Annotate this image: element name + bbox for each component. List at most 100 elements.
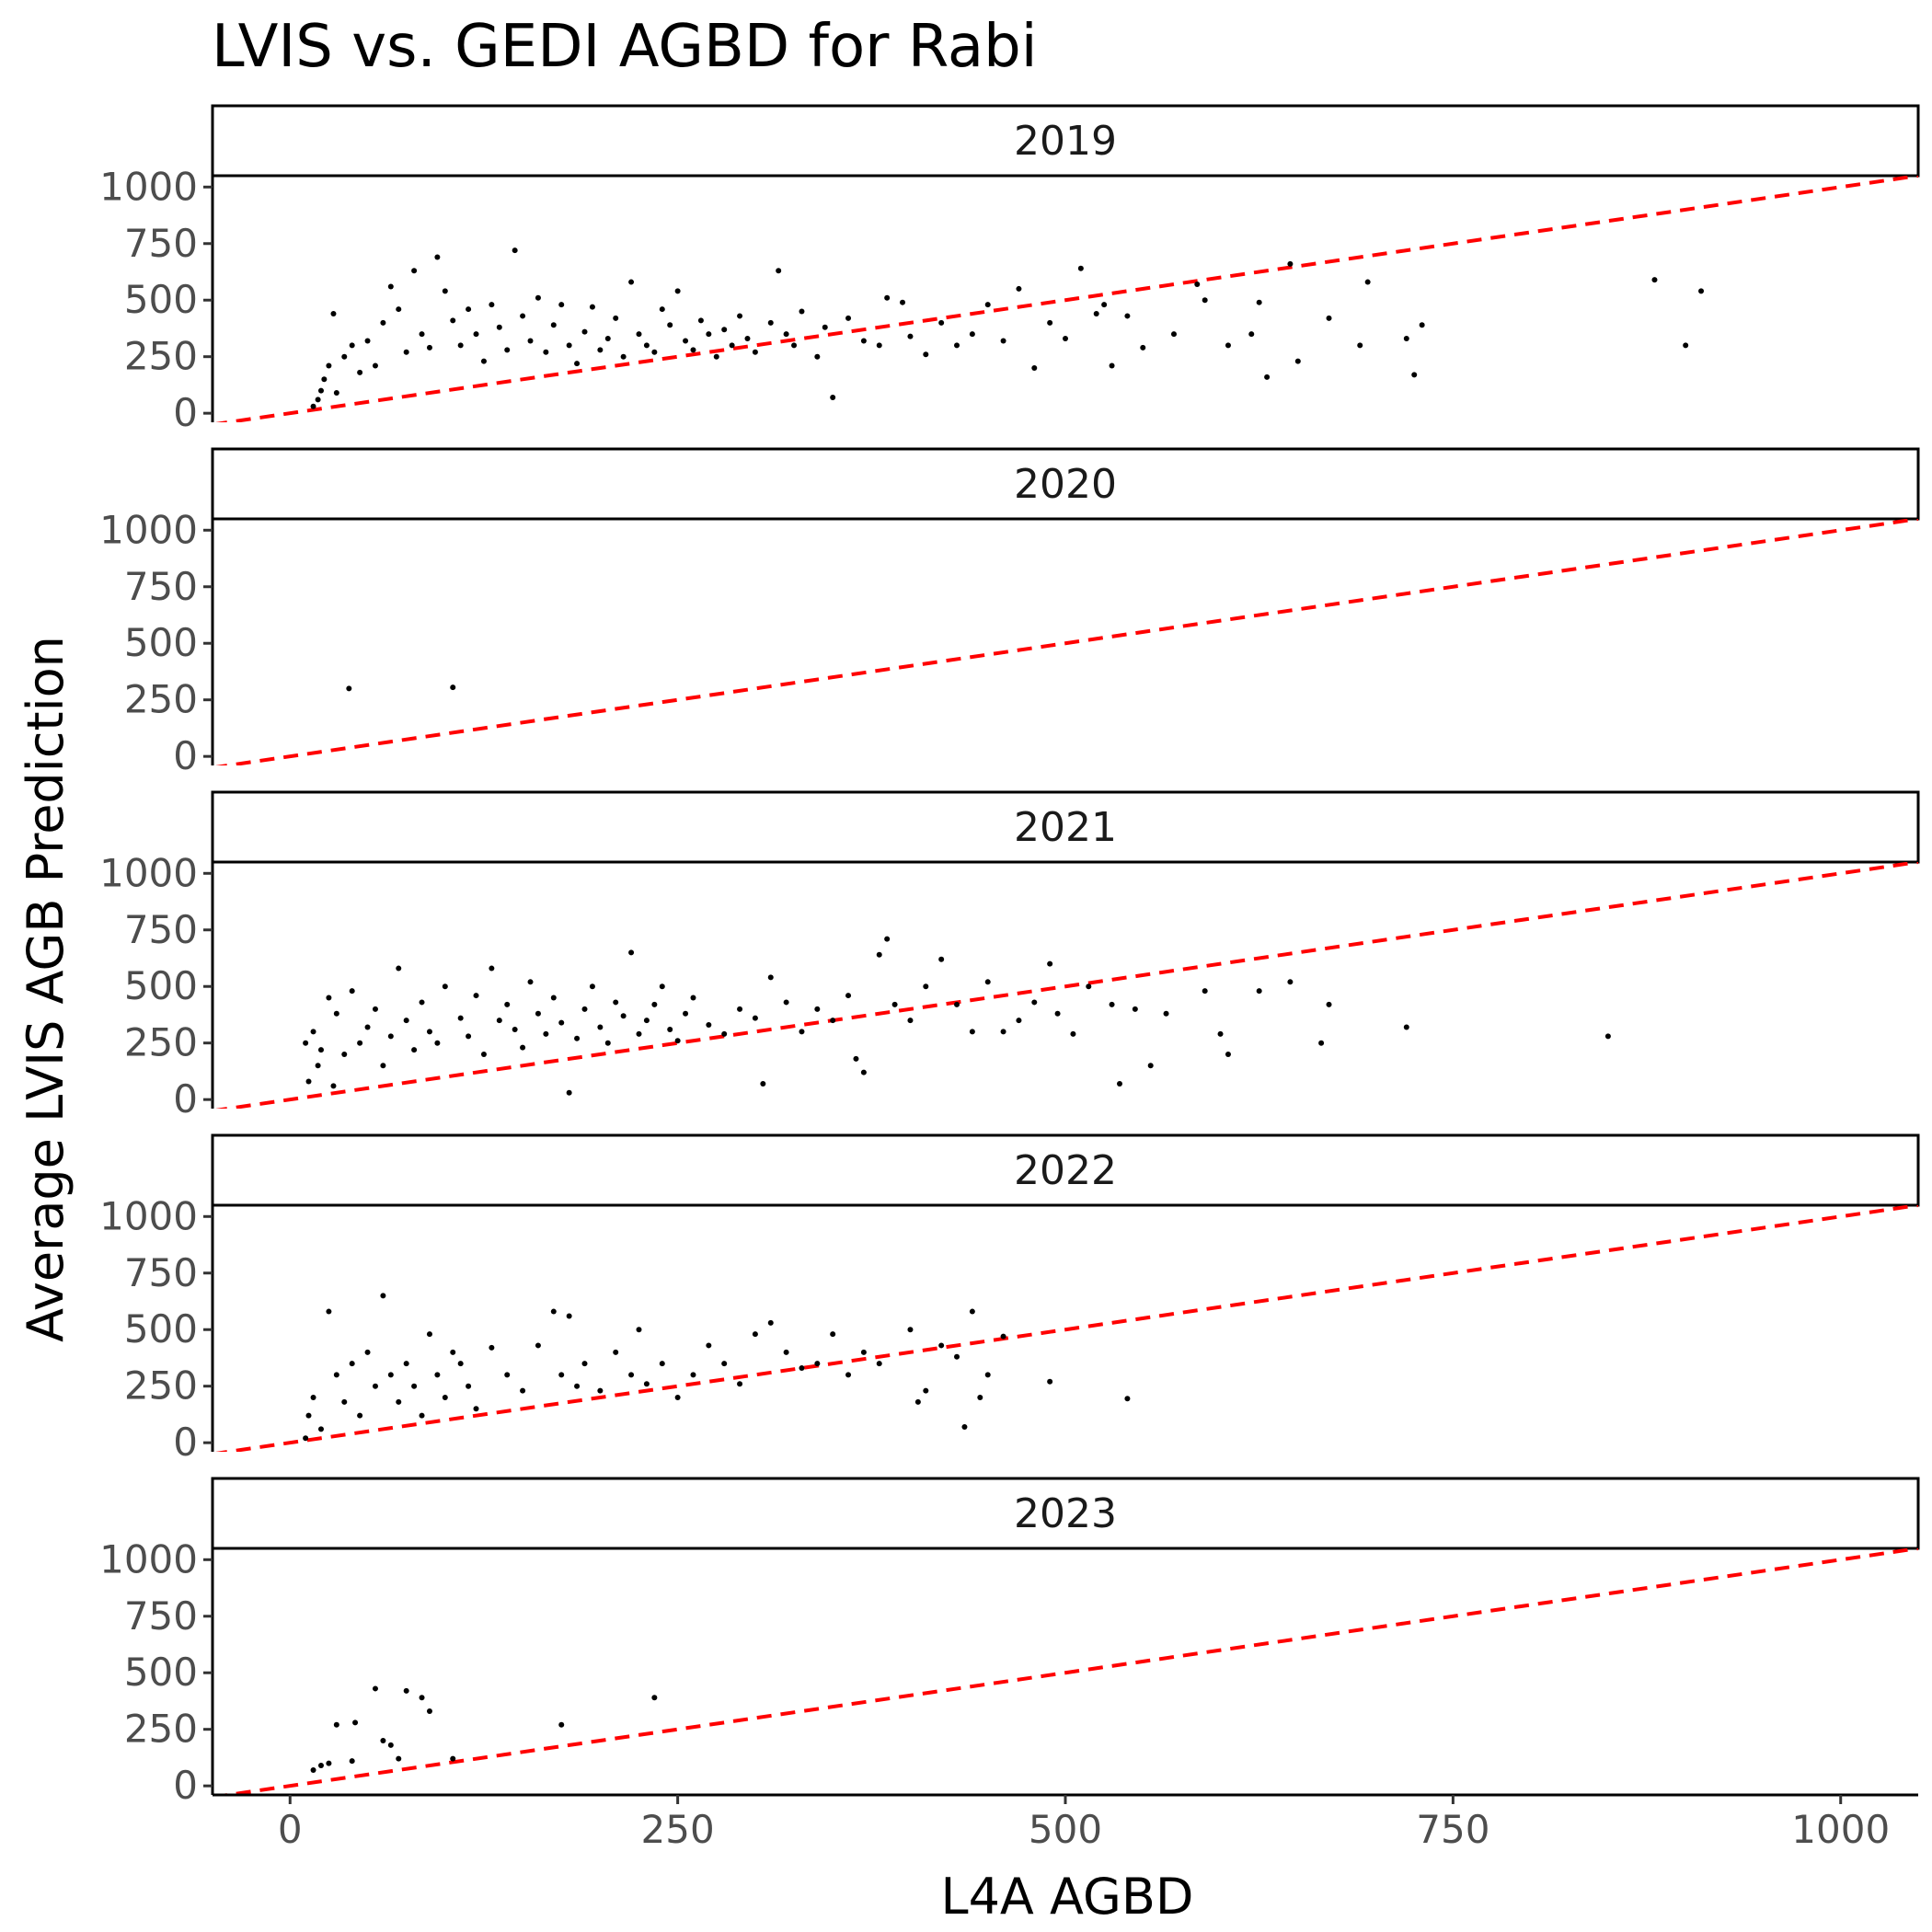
data-point <box>884 294 891 301</box>
strip-2021 <box>211 790 1920 864</box>
data-point <box>1147 1063 1154 1069</box>
data-point <box>1287 260 1294 267</box>
data-point <box>380 1293 386 1299</box>
data-point <box>1202 988 1208 995</box>
data-point <box>1116 1080 1122 1087</box>
data-point <box>604 336 611 342</box>
data-point <box>341 1051 348 1057</box>
y-tick-label: 1000 <box>99 164 198 209</box>
data-point <box>396 1755 402 1762</box>
data-point <box>752 1015 758 1021</box>
data-point <box>480 358 487 364</box>
data-point <box>1287 979 1294 985</box>
data-point <box>690 1372 696 1378</box>
data-point <box>581 1361 588 1367</box>
y-tick-label: 0 <box>173 1763 198 1808</box>
reference-line <box>214 519 1918 765</box>
data-point <box>713 353 719 360</box>
data-point <box>767 319 774 326</box>
data-point <box>760 1080 766 1087</box>
data-point <box>791 342 798 349</box>
data-point <box>504 1372 511 1378</box>
x-tick-label: 500 <box>1029 1807 1102 1852</box>
y-tick-label: 750 <box>124 1250 198 1295</box>
data-point <box>984 979 991 985</box>
data-point <box>674 1038 681 1044</box>
data-point <box>690 347 696 353</box>
data-point <box>1124 313 1131 319</box>
data-point <box>651 1001 658 1007</box>
data-point <box>419 1695 425 1701</box>
data-point <box>1063 336 1068 342</box>
data-point <box>380 1737 386 1743</box>
data-point <box>845 315 852 321</box>
data-point <box>357 369 363 375</box>
data-point <box>1054 1010 1061 1017</box>
data-point <box>1124 1396 1131 1402</box>
data-point <box>597 347 604 353</box>
x-tick-label: 250 <box>641 1807 715 1852</box>
panel-2023: 2023 0 250 500 750 1000 <box>99 1477 1920 1808</box>
data-point <box>767 1319 774 1326</box>
data-point <box>1217 1030 1224 1037</box>
data-point <box>450 317 456 324</box>
data-point <box>1101 302 1108 308</box>
data-point <box>558 302 565 308</box>
reference-line <box>214 176 1918 422</box>
y-tick-label: 500 <box>124 963 198 1008</box>
data-point <box>303 1435 309 1442</box>
data-point <box>574 361 581 367</box>
data-point <box>674 288 681 294</box>
data-point <box>830 1018 836 1024</box>
y-tick-label: 1000 <box>99 507 198 552</box>
data-point <box>558 1019 565 1026</box>
data-point <box>321 376 328 383</box>
y-tick-label: 500 <box>124 1306 198 1351</box>
data-point <box>317 1426 324 1432</box>
data-point <box>434 1040 441 1046</box>
data-point <box>326 1760 332 1766</box>
y-tick-label: 0 <box>173 390 198 435</box>
data-point <box>914 1398 921 1405</box>
data-point <box>969 331 975 338</box>
data-point <box>317 1047 324 1053</box>
data-point <box>527 338 534 344</box>
y-tick-label: 250 <box>124 334 198 379</box>
data-point <box>969 1308 975 1315</box>
data-point <box>480 1051 487 1057</box>
data-point <box>729 342 735 349</box>
data-point <box>1604 1033 1611 1040</box>
y-tick-label: 0 <box>173 1076 198 1121</box>
data-point <box>1031 999 1038 1006</box>
data-point <box>636 1327 642 1333</box>
data-point <box>1683 342 1689 349</box>
data-point <box>674 1394 681 1400</box>
data-point <box>387 283 394 290</box>
data-point <box>305 1412 312 1419</box>
data-point <box>907 1327 914 1333</box>
data-point <box>706 331 712 338</box>
data-point <box>783 999 789 1006</box>
data-point <box>1140 344 1146 351</box>
data-point <box>411 1383 418 1389</box>
data-point <box>411 268 418 274</box>
data-point <box>372 1383 378 1389</box>
data-point <box>372 362 378 369</box>
data-point <box>938 1342 945 1349</box>
data-point <box>604 1040 611 1046</box>
data-point <box>860 1349 867 1355</box>
panel-2019: 2019 0 250 500 750 1000 <box>99 104 1920 435</box>
data-point <box>884 936 891 942</box>
data-point <box>558 1721 565 1728</box>
data-point <box>984 1372 991 1378</box>
data-point <box>783 331 789 338</box>
data-point <box>558 1372 565 1378</box>
data-point <box>574 1383 581 1389</box>
data-point <box>550 322 557 328</box>
panel-2020: 2020 0 250 500 750 1000 <box>99 447 1920 778</box>
y-tick-label: 500 <box>124 620 198 665</box>
data-point <box>1357 342 1363 349</box>
y-tick-label: 1000 <box>99 1536 198 1581</box>
data-point <box>1256 299 1262 305</box>
data-point <box>1077 265 1084 271</box>
